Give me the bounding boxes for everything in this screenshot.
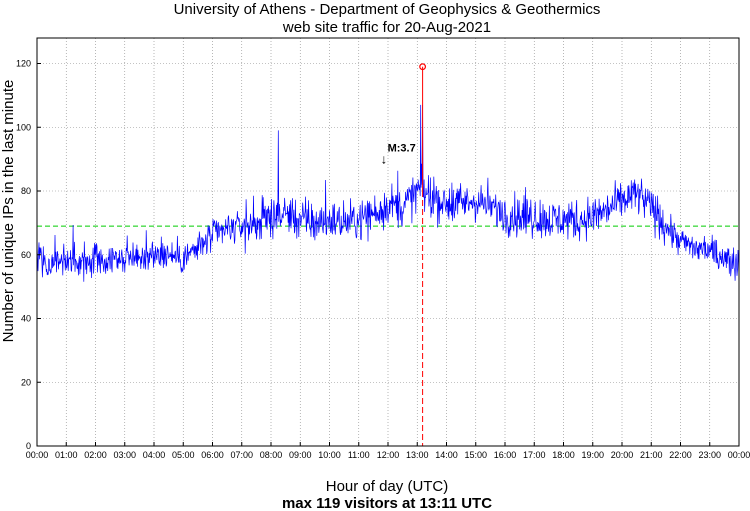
chart-title: University of Athens - Department of Geo… [174,1,601,18]
event-annotation-arrow: ↓ [381,151,388,166]
y-axis-ticks: 0 20 40 60 80 100 120 [16,59,41,451]
x-tick-label: 04:00 [143,450,166,460]
x-tick-label: 07:00 [230,450,253,460]
x-tick-label: 21:00 [640,450,663,460]
y-tick-label: 60 [21,250,31,260]
x-tick-label: 08:00 [260,450,283,460]
x-tick-label: 05:00 [172,450,195,460]
chart-subtitle: web site traffic for 20-Aug-2021 [282,19,491,36]
x-tick-label: 12:00 [377,450,400,460]
x-axis-ticks: 00:00 01:00 02:00 03:00 04:00 05:00 06:00 07:00… [26,442,750,460]
x-tick-label: 03:00 [113,450,136,460]
x-tick-label: 23:00 [698,450,721,460]
y-tick-label: 100 [16,122,31,132]
x-tick-label: 15:00 [464,450,487,460]
x-tick-label: 17:00 [523,450,546,460]
x-tick-label: 13:00 [406,450,429,460]
x-tick-label: 00:00 [26,450,49,460]
y-axis-label: Number of unique IPs in the last minute [0,80,17,343]
x-tick-label: 01:00 [55,450,78,460]
x-tick-label: 10:00 [318,450,341,460]
x-tick-label: 09:00 [289,450,312,460]
max-visitors-footer: max 119 visitors at 13:11 UTC [282,495,492,511]
x-axis-label: Hour of day (UTC) [326,478,449,495]
y-tick-label: 40 [21,314,31,324]
x-tick-label: 06:00 [201,450,224,460]
x-tick-label: 18:00 [552,450,575,460]
y-tick-label: 80 [21,186,31,196]
x-tick-label: 02:00 [84,450,107,460]
x-tick-label: 11:00 [348,450,370,460]
y-tick-label: 120 [16,59,31,69]
series-line [36,104,740,282]
grid-lines [37,38,739,446]
y-tick-label: 0 [26,441,31,451]
event-annotation-label: M:3.7 [388,142,416,154]
x-tick-label: 16:00 [494,450,517,460]
x-tick-label: 14:00 [435,450,458,460]
x-tick-label: 00:00 [728,450,750,460]
x-tick-label: 22:00 [669,450,692,460]
x-tick-label: 20:00 [611,450,634,460]
x-tick-label: 19:00 [581,450,604,460]
y-tick-label: 20 [21,377,31,387]
max-marker-point [419,63,427,71]
